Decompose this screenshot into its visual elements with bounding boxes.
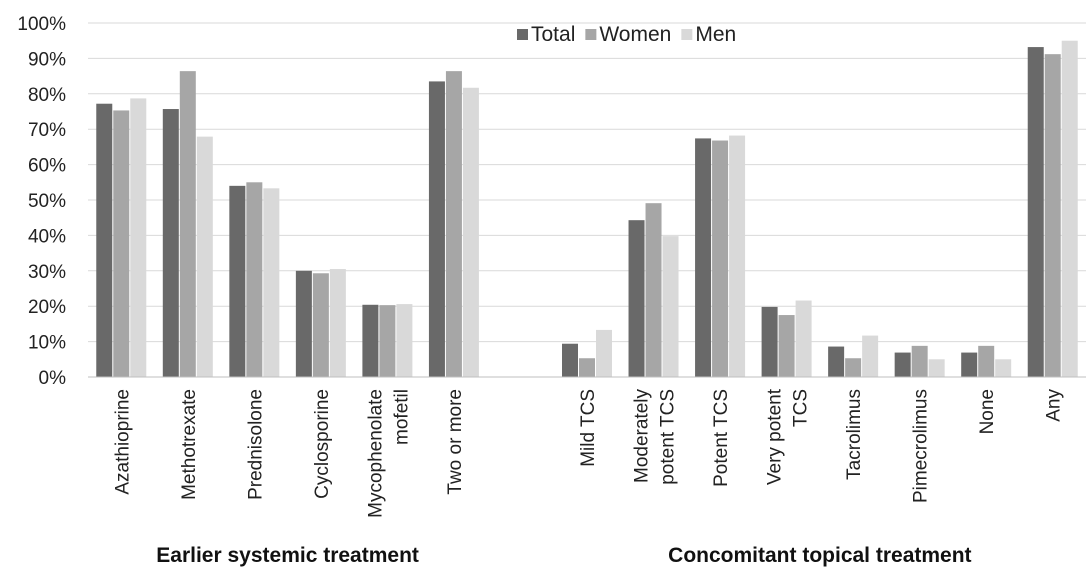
bar-women-potent-tcs (712, 140, 729, 377)
y-tick-label-10: 10% (28, 333, 66, 354)
category-label-line: Cyclosporine (312, 389, 333, 499)
category-label-line: TCS (791, 389, 812, 427)
legend-label-men: Men (695, 23, 736, 46)
bar-total-cyclosporine (295, 270, 312, 377)
category-label-methotrexate: Methotrexate (179, 389, 200, 500)
bar-total-tacrolimus (828, 346, 845, 377)
category-labels: Azathioprine Methotrexate Prednisolone Cycl… (112, 388, 1064, 518)
category-label-moderately-potent-tcs: Moderately potent TCS (632, 389, 679, 485)
bar-men-cyclosporine (329, 269, 346, 377)
y-tick-label-100: 100% (17, 14, 66, 35)
y-tick-label-40: 40% (28, 226, 66, 247)
category-label-tacrolimus: Tacrolimus (844, 389, 865, 480)
bar-women-two-or-more (445, 71, 462, 378)
bar-total-methotrexate (162, 109, 179, 377)
bars (96, 40, 1078, 378)
bar-total-two-or-more (428, 81, 445, 377)
bar-women-azathioprine (113, 110, 130, 378)
bar-men-two-or-more (462, 87, 479, 378)
bar-women-methotrexate (179, 71, 196, 378)
category-label-line: Two or more (445, 389, 466, 495)
bar-men-very-potent-tcs (795, 300, 812, 377)
category-label-line: mofetil (391, 389, 412, 445)
bar-total-very-potent-tcs (761, 306, 778, 377)
category-label-line: Azathioprine (112, 389, 133, 495)
legend-swatch-women (585, 29, 597, 40)
bar-men-potent-tcs (729, 135, 746, 377)
category-label-line: potent TCS (658, 389, 679, 485)
category-label-line: Pimecrolimus (911, 389, 932, 503)
bar-men-tacrolimus (862, 335, 879, 377)
bar-men-any (1061, 40, 1078, 377)
category-label-line: Potent TCS (711, 389, 732, 487)
category-label-two-or-more: Two or more (445, 389, 466, 495)
bar-women-moderately-potent-tcs (645, 203, 662, 377)
category-label-none: None (977, 389, 998, 434)
bar-men-mycophenolate-mofetil (396, 304, 413, 377)
bar-men-mild-tcs (596, 329, 612, 377)
legend: Total Women Men (517, 23, 736, 46)
y-tick-label-30: 30% (28, 262, 66, 283)
category-label-prednisolone: Prednisolone (245, 389, 266, 500)
bar-total-none (961, 352, 978, 377)
bar-women-cyclosporine (312, 273, 329, 377)
y-tick-label-0: 0% (39, 368, 67, 389)
category-label-line: Very potent (765, 388, 786, 485)
bar-men-prednisolone (263, 188, 280, 377)
group-title-earlier-systemic-treatment: Earlier systemic treatment (156, 544, 419, 567)
legend-swatch-total (517, 29, 528, 40)
bar-women-any (1044, 54, 1061, 377)
y-axis-ticks: 0% 10% 20% 30% 40% 50% 60% 70% 80% 90% 100% (17, 14, 66, 389)
bar-women-none (978, 345, 995, 377)
bar-men-moderately-potent-tcs (662, 236, 679, 377)
category-label-potent-tcs: Potent TCS (711, 389, 732, 487)
category-label-mycophenolate-mofetil: Mycophenolate mofetil (365, 389, 412, 518)
y-tick-label-50: 50% (28, 191, 66, 212)
bar-men-azathioprine (130, 98, 147, 377)
legend-label-women: Women (599, 23, 671, 46)
bar-total-prednisolone (229, 185, 246, 377)
y-tick-label-90: 90% (28, 49, 66, 70)
y-tick-label-20: 20% (28, 297, 66, 318)
bar-total-mild-tcs (562, 343, 578, 377)
legend-swatch-men (681, 29, 693, 40)
bar-total-mycophenolate-mofetil (362, 304, 379, 377)
y-tick-label-70: 70% (28, 120, 66, 141)
bar-men-methotrexate (196, 136, 213, 377)
category-label-line: Tacrolimus (844, 389, 865, 480)
bar-total-azathioprine (96, 103, 113, 377)
bar-women-pimecrolimus (911, 345, 928, 377)
category-label-azathioprine: Azathioprine (112, 389, 133, 495)
bar-women-tacrolimus (845, 358, 862, 377)
bar-total-any (1027, 47, 1044, 378)
bar-men-none (995, 359, 1012, 377)
category-label-mild-tcs: Mild TCS (578, 389, 599, 467)
bar-women-prednisolone (246, 182, 263, 377)
group-title-concomitant-topical-treatment: Concomitant topical treatment (668, 544, 971, 567)
bar-women-very-potent-tcs (778, 315, 795, 377)
bar-men-pimecrolimus (928, 359, 945, 377)
category-label-line: Moderately (632, 389, 653, 483)
y-tick-label-80: 80% (28, 85, 66, 106)
bar-total-moderately-potent-tcs (628, 220, 645, 377)
category-label-line: None (977, 389, 998, 434)
category-label-any: Any (1044, 389, 1065, 422)
category-label-pimecrolimus: Pimecrolimus (911, 389, 932, 503)
legend-label-total: Total (531, 23, 575, 46)
bar-total-pimecrolimus (894, 352, 911, 377)
category-label-very-potent-tcs: Very potent TCS (765, 388, 812, 485)
bar-women-mild-tcs (579, 358, 595, 377)
bar-women-mycophenolate-mofetil (379, 305, 396, 377)
group-titles: Earlier systemic treatment Concomitant to… (156, 544, 971, 567)
category-label-line: Prednisolone (245, 389, 266, 500)
category-label-line: Mild TCS (578, 389, 599, 467)
category-label-line: Mycophenolate (365, 389, 386, 518)
category-label-line: Methotrexate (179, 389, 200, 500)
category-label-cyclosporine: Cyclosporine (312, 389, 333, 499)
y-tick-label-60: 60% (28, 156, 66, 177)
category-label-line: Any (1044, 389, 1065, 422)
bar-total-potent-tcs (695, 138, 712, 377)
